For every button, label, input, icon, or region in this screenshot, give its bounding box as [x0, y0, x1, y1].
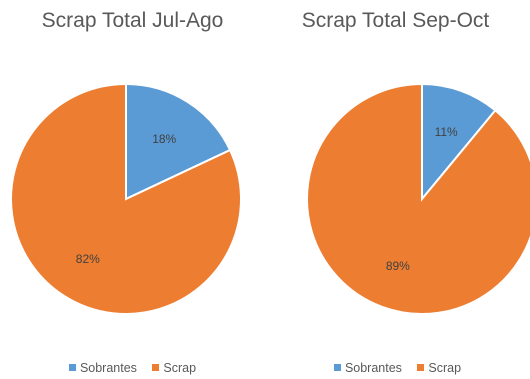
pie-chart: 18% 82% — [10, 82, 242, 315]
chart-title: Scrap Total Sep-Oct — [301, 9, 490, 32]
data-label-scrap: 82% — [76, 252, 100, 266]
legend-label: Scrap — [163, 361, 197, 375]
chart-panel-sep-oct: Scrap Total Sep-Oct 11% 89% Sobrantes Scr… — [265, 0, 530, 379]
chart-panel-jul-ago: Scrap Total Jul-Ago 18% 82% Sobrantes Scr… — [0, 9, 265, 375]
data-label-sobrantes: 18% — [152, 132, 176, 146]
chart-title: Scrap Total Jul-Ago — [41, 9, 224, 32]
legend-label: Sobrantes — [344, 361, 402, 375]
legend-item-scrap: Scrap — [152, 361, 196, 375]
legend-swatch-scrap — [417, 364, 425, 371]
pie-slice-scrap — [306, 82, 530, 315]
pie-slice-sobrantes — [421, 82, 497, 202]
legend-swatch-sobrantes — [68, 364, 76, 371]
pie-chart: 11% 89% — [306, 82, 530, 315]
legend-swatch-sobrantes — [333, 364, 341, 371]
chart-legend: Sobrantes Scrap — [0, 361, 265, 375]
legend-item-scrap: Scrap — [417, 361, 461, 375]
legend-swatch-scrap — [152, 364, 160, 371]
legend-label: Scrap — [428, 361, 462, 375]
chart-legend: Sobrantes Scrap — [265, 361, 530, 375]
pie-slice-scrap — [10, 82, 242, 315]
legend-item-sobrantes: Sobrantes — [333, 361, 402, 375]
pie-slice-sobrantes — [125, 82, 232, 201]
data-label-scrap: 89% — [386, 259, 410, 273]
legend-label: Sobrantes — [79, 361, 137, 375]
legend-item-sobrantes: Sobrantes — [68, 361, 137, 375]
data-label-sobrantes: 11% — [435, 125, 458, 139]
